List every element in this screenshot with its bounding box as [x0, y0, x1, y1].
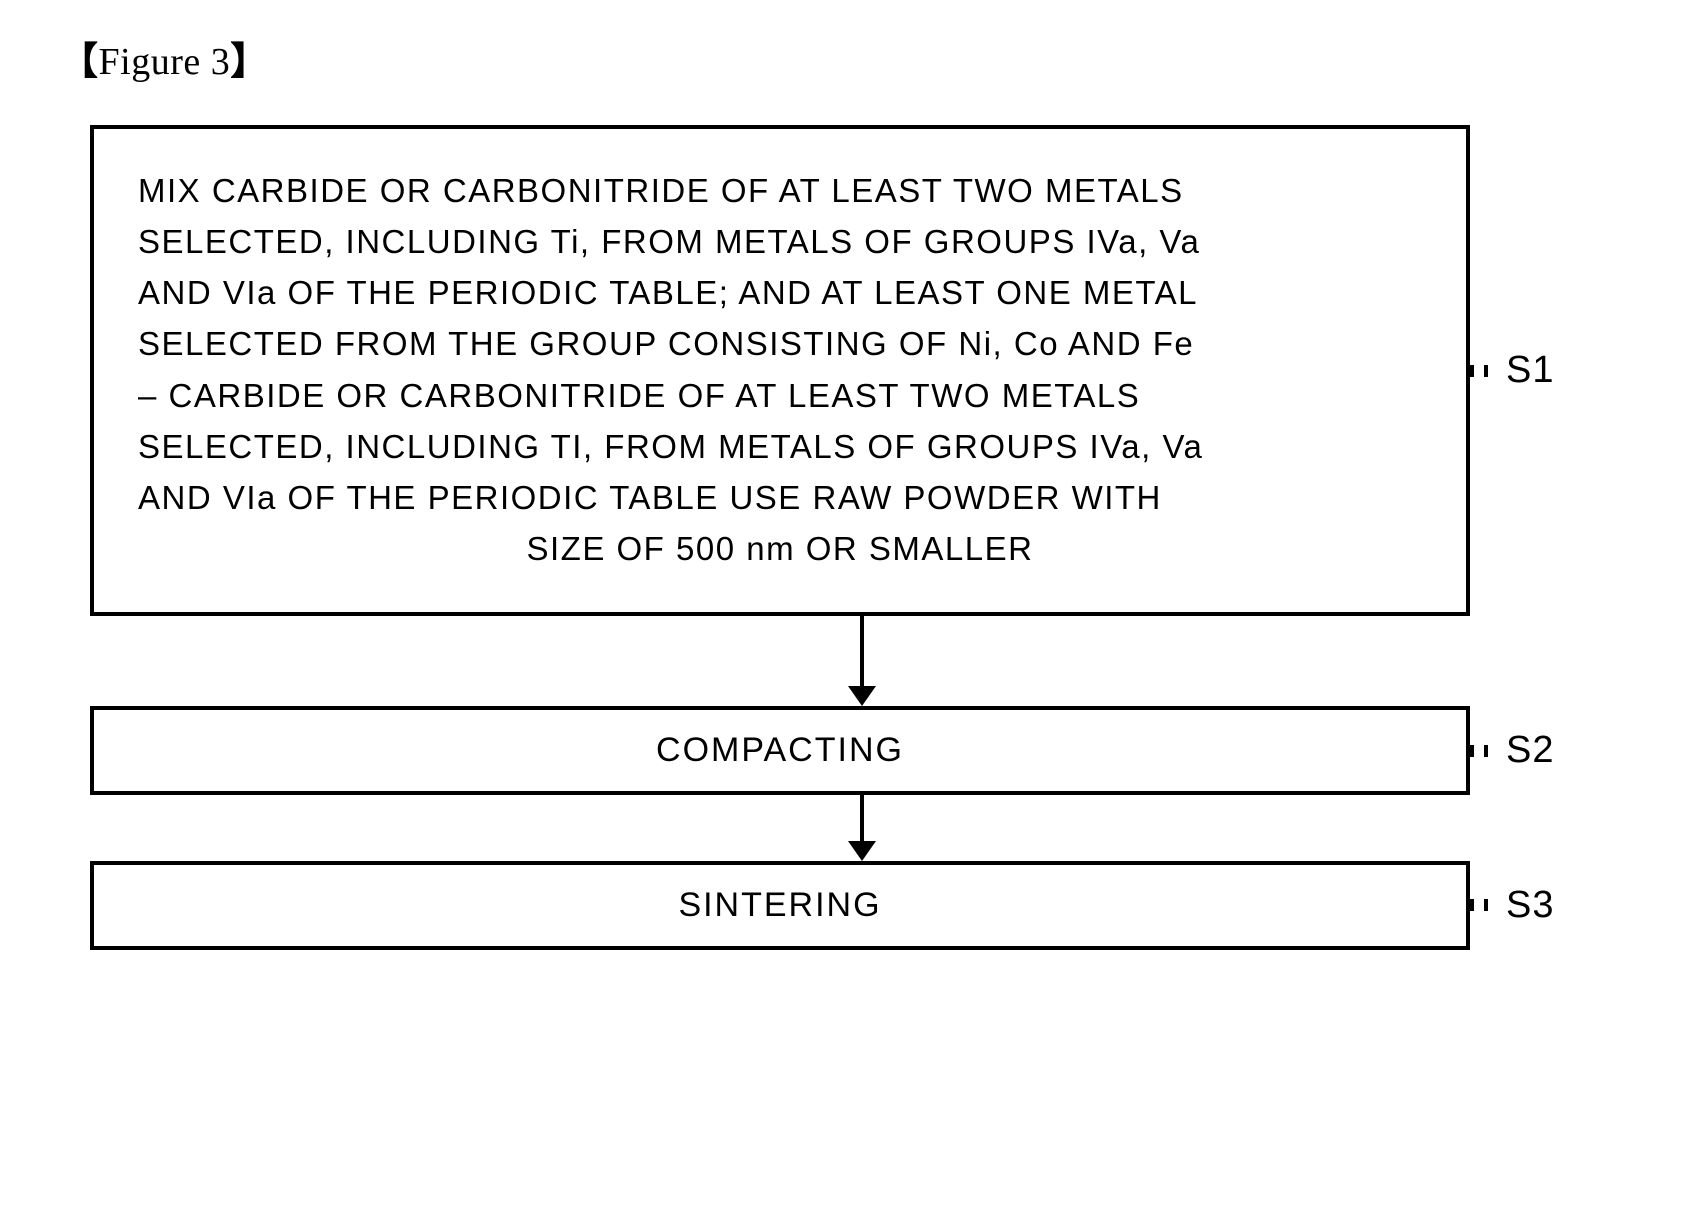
- arrow-line-2: [860, 795, 864, 843]
- step-row-s2: COMPACTING S2: [90, 706, 1633, 795]
- step-label-s2: S2: [1506, 729, 1554, 772]
- step-box-s2: COMPACTING: [90, 706, 1470, 795]
- connector-line-s3: [1470, 899, 1488, 911]
- s1-line-1: MIX CARBIDE OR CARBONITRIDE OF AT LEAST …: [138, 172, 1184, 209]
- step-label-s1: S1: [1506, 349, 1554, 392]
- s1-line-8: SIZE OF 500 nm OR SMALLER: [138, 523, 1422, 574]
- step-row-s1: MIX CARBIDE OR CARBONITRIDE OF AT LEAST …: [90, 125, 1633, 616]
- arrow-s1-s2: [172, 616, 1552, 706]
- s1-line-7: AND VIa OF THE PERIODIC TABLE USE RAW PO…: [138, 479, 1162, 516]
- s3-text: SINTERING: [678, 886, 881, 924]
- step-box-s1: MIX CARBIDE OR CARBONITRIDE OF AT LEAST …: [90, 125, 1470, 616]
- label-connector-s2: S2: [1470, 729, 1554, 772]
- figure-title-text: Figure 3: [99, 41, 231, 83]
- bracket-left: 【: [60, 41, 99, 83]
- arrow-head-2: [848, 841, 876, 861]
- bracket-right: 】: [230, 41, 269, 83]
- label-connector-s3: S3: [1470, 884, 1554, 927]
- step-row-s3: SINTERING S3: [90, 861, 1633, 950]
- label-connector-s1: S1: [1470, 349, 1554, 392]
- s1-line-5: – CARBIDE OR CARBONITRIDE OF AT LEAST TW…: [138, 377, 1140, 414]
- s1-line-2: SELECTED, INCLUDING Ti, FROM METALS OF G…: [138, 223, 1200, 260]
- step-label-s3: S3: [1506, 884, 1554, 927]
- arrow-head-1: [848, 686, 876, 706]
- s1-line-3: AND VIa OF THE PERIODIC TABLE; AND AT LE…: [138, 274, 1198, 311]
- connector-line-s2: [1470, 745, 1488, 757]
- flowchart-container: MIX CARBIDE OR CARBONITRIDE OF AT LEAST …: [60, 125, 1633, 950]
- s1-line-4: SELECTED FROM THE GROUP CONSISTING OF Ni…: [138, 325, 1194, 362]
- arrow-line-1: [860, 616, 864, 688]
- arrow-s2-s3: [172, 795, 1552, 861]
- s1-line-6: SELECTED, INCLUDING TI, FROM METALS OF G…: [138, 428, 1203, 465]
- connector-line-s1: [1470, 365, 1488, 377]
- step-box-s3: SINTERING: [90, 861, 1470, 950]
- figure-title: 【Figure 3】: [60, 30, 1633, 85]
- s2-text: COMPACTING: [656, 731, 904, 769]
